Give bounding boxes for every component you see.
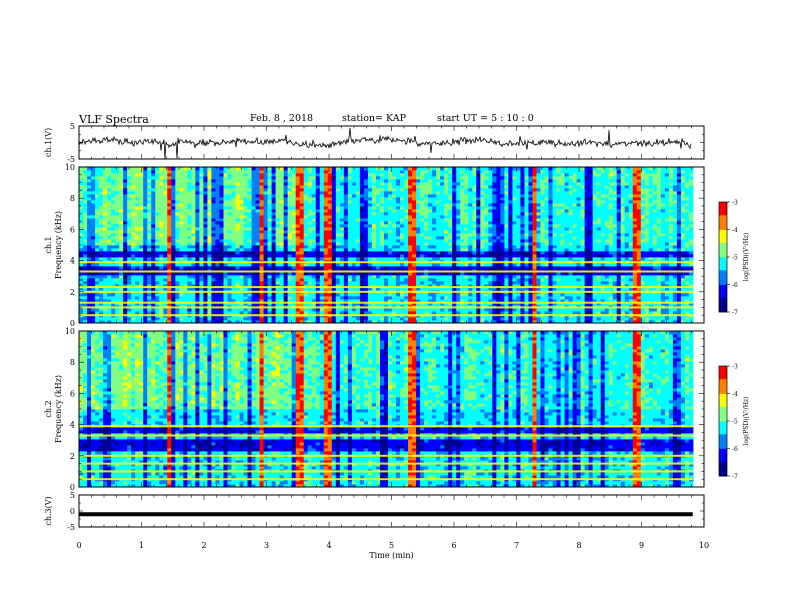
colorbar-label: log(PSD)(V²/Hz) bbox=[743, 233, 750, 282]
colorbar-tick-label: -6 bbox=[732, 446, 738, 453]
ch1-waveform bbox=[78, 127, 692, 160]
colorbar-tick-label: -3 bbox=[732, 200, 738, 207]
colorbar-label: log(PSD)(V²/Hz) bbox=[743, 397, 750, 446]
ytick-label: 2 bbox=[70, 288, 75, 297]
colorbar-tick-label: -7 bbox=[732, 310, 738, 317]
ytick-label: 0 bbox=[70, 483, 75, 492]
xtick-label: 3 bbox=[264, 541, 269, 550]
yaxis-label: ch.1(V) bbox=[44, 128, 53, 157]
ytick-label: 2 bbox=[70, 452, 75, 461]
yaxis-label: ch.3(V) bbox=[44, 496, 53, 525]
spectrogram-2 bbox=[79, 331, 694, 488]
ytick-label: 8 bbox=[70, 358, 75, 367]
ytick-label: 5 bbox=[70, 491, 75, 500]
xtick-label: 4 bbox=[326, 541, 331, 550]
ytick-label: 4 bbox=[70, 421, 75, 430]
ytick-label: 10 bbox=[65, 163, 75, 172]
ytick-label: 6 bbox=[70, 225, 75, 234]
colorbar-tick-label: -3 bbox=[732, 364, 738, 371]
colorbar-tick-label: -4 bbox=[732, 227, 738, 234]
xaxis-label: Time (min) bbox=[369, 551, 413, 560]
colorbar-tick-label: -5 bbox=[732, 255, 738, 262]
ytick-label: -5 bbox=[67, 155, 75, 164]
xtick-label: 7 bbox=[514, 541, 519, 550]
station-label: station= KAP bbox=[342, 113, 406, 124]
colorbar-tick-label: -6 bbox=[732, 282, 738, 289]
chart-title: VLF Spectra bbox=[79, 113, 149, 126]
ytick-label: 6 bbox=[70, 389, 75, 398]
start-time-label: start UT = 5 : 10 : 0 bbox=[437, 113, 534, 124]
ytick-label: 8 bbox=[70, 194, 75, 203]
colorbar-tick-label: -4 bbox=[732, 391, 738, 398]
colorbar-2: -3 -4 -5 -6 -7 log(PSD)(V²/Hz) bbox=[718, 364, 750, 481]
ytick-label: 0 bbox=[70, 319, 75, 328]
colorbar-tick-label: -7 bbox=[732, 474, 738, 481]
yaxis-label: Frequency (kHz) bbox=[54, 211, 63, 279]
panel-label: ch.2 bbox=[44, 400, 53, 417]
yaxis-label: Frequency (kHz) bbox=[54, 375, 63, 443]
xtick-label: 8 bbox=[576, 541, 581, 550]
xtick-label: 9 bbox=[639, 541, 644, 550]
xtick-label: 1 bbox=[139, 541, 144, 550]
ytick-label: 0 bbox=[70, 507, 75, 516]
xtick-label: 6 bbox=[451, 541, 456, 550]
xtick-label: 2 bbox=[201, 541, 206, 550]
date-label: Feb. 8 , 2018 bbox=[250, 113, 314, 124]
ytick-label: -5 bbox=[67, 523, 75, 532]
colorbar-tick-label: -5 bbox=[732, 419, 738, 426]
colorbar-1: -3 -4 -5 -6 -7 log(PSD)(V²/Hz) bbox=[718, 200, 750, 317]
spectrogram-1 bbox=[79, 167, 694, 324]
panel-label: ch.1 bbox=[44, 236, 53, 253]
xtick-label: 0 bbox=[76, 541, 81, 550]
ytick-label: 5 bbox=[70, 122, 75, 131]
ytick-label: 4 bbox=[70, 257, 75, 266]
ytick-label: 10 bbox=[65, 327, 75, 336]
xtick-label: 5 bbox=[389, 541, 394, 550]
xtick-label: 10 bbox=[699, 541, 709, 550]
